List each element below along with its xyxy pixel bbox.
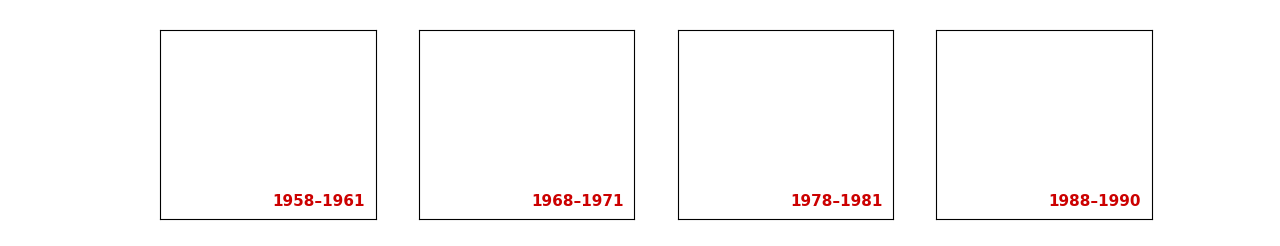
Text: 1978–1981: 1978–1981 [790, 195, 882, 210]
Text: 1968–1971: 1968–1971 [531, 195, 623, 210]
Text: 1988–1990: 1988–1990 [1048, 195, 1142, 210]
Text: 1958–1961: 1958–1961 [273, 195, 365, 210]
